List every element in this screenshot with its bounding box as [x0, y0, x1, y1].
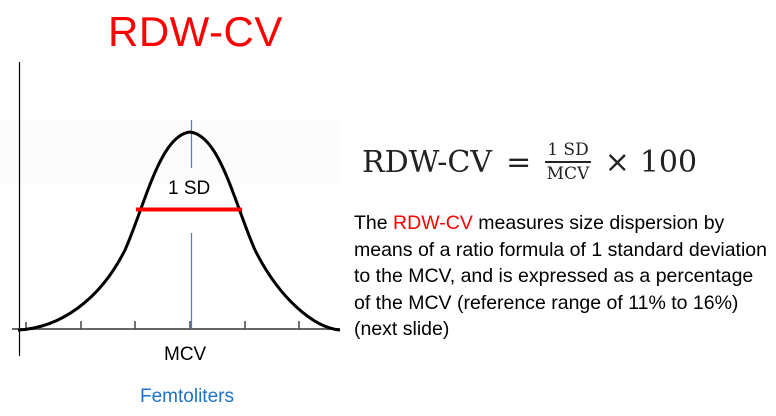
unit-label: Femtoliters — [140, 386, 234, 407]
sd-label: 1 SD — [168, 178, 211, 199]
x-axis-ticks — [25, 321, 300, 329]
description-text: The RDW-CV measures size dispersion by m… — [354, 210, 774, 343]
normal-distribution-graph — [12, 62, 340, 356]
formula-multiplier: 100 — [639, 144, 698, 180]
description-rest: measures size dispersion by means of a r… — [354, 212, 767, 340]
rdw-cv-formula: RDW-CV = 1 SD MCV × 100 — [362, 140, 697, 184]
formula-fraction: 1 SD MCV — [545, 140, 591, 184]
formula-denominator: MCV — [546, 164, 590, 184]
description-prefix: The — [354, 212, 394, 234]
bell-curve — [17, 130, 340, 332]
graph-background — [0, 120, 340, 185]
slide-title: RDW-CV — [108, 8, 283, 55]
description-highlight: RDW-CV — [393, 212, 473, 234]
formula-numerator: 1 SD — [545, 140, 591, 163]
formula-equals: = — [506, 144, 532, 180]
mcv-axis-label: MCV — [164, 344, 207, 365]
formula-lhs: RDW-CV — [362, 144, 493, 180]
formula-times: × — [604, 144, 630, 180]
